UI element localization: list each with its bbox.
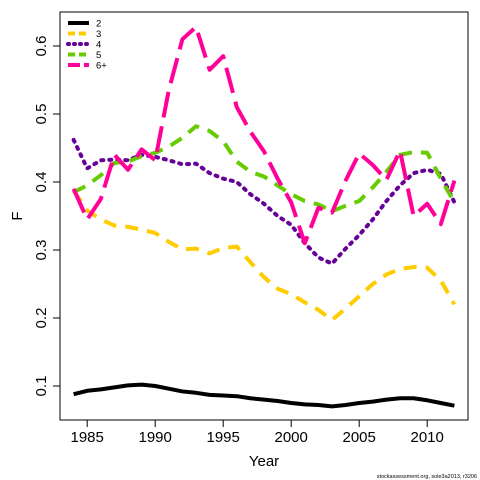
x-tick-label: 2010 bbox=[411, 429, 444, 446]
x-axis: 1985 1990 1995 2000 2005 2010 bbox=[71, 419, 444, 446]
legend-label: 2 bbox=[96, 19, 101, 30]
series-line-2 bbox=[73, 382, 455, 409]
x-axis-label: Year bbox=[249, 453, 279, 470]
series-layer bbox=[71, 24, 457, 409]
y-tick-label: 0.4 bbox=[33, 172, 50, 193]
x-tick-label: 2005 bbox=[343, 429, 376, 446]
footer-credit: stockassessment.org, sole3a2013, r3206 bbox=[377, 474, 477, 480]
y-axis: 0.1 0.2 0.3 0.4 0.5 0.6 bbox=[33, 36, 61, 397]
x-tick-label: 2000 bbox=[275, 429, 308, 446]
x-tick-label: 1995 bbox=[207, 429, 240, 446]
series-line-6plus bbox=[71, 24, 457, 246]
y-tick-label: 0.5 bbox=[33, 104, 50, 125]
legend-label: 3 bbox=[96, 29, 101, 40]
y-tick-label: 0.6 bbox=[33, 36, 50, 57]
x-tick-label: 1985 bbox=[71, 429, 104, 446]
series-line-4 bbox=[71, 137, 457, 266]
x-tick-label: 1990 bbox=[139, 429, 172, 446]
legend-label: 6+ bbox=[96, 61, 107, 72]
plot-frame bbox=[59, 11, 469, 421]
y-axis-label: F bbox=[9, 211, 26, 220]
legend-label: 4 bbox=[96, 40, 101, 51]
series-line-3 bbox=[71, 189, 457, 323]
y-tick-label: 0.2 bbox=[33, 308, 50, 329]
y-tick-label: 0.1 bbox=[33, 376, 50, 397]
y-tick-label: 0.3 bbox=[33, 240, 50, 261]
legend-label: 5 bbox=[96, 50, 101, 61]
